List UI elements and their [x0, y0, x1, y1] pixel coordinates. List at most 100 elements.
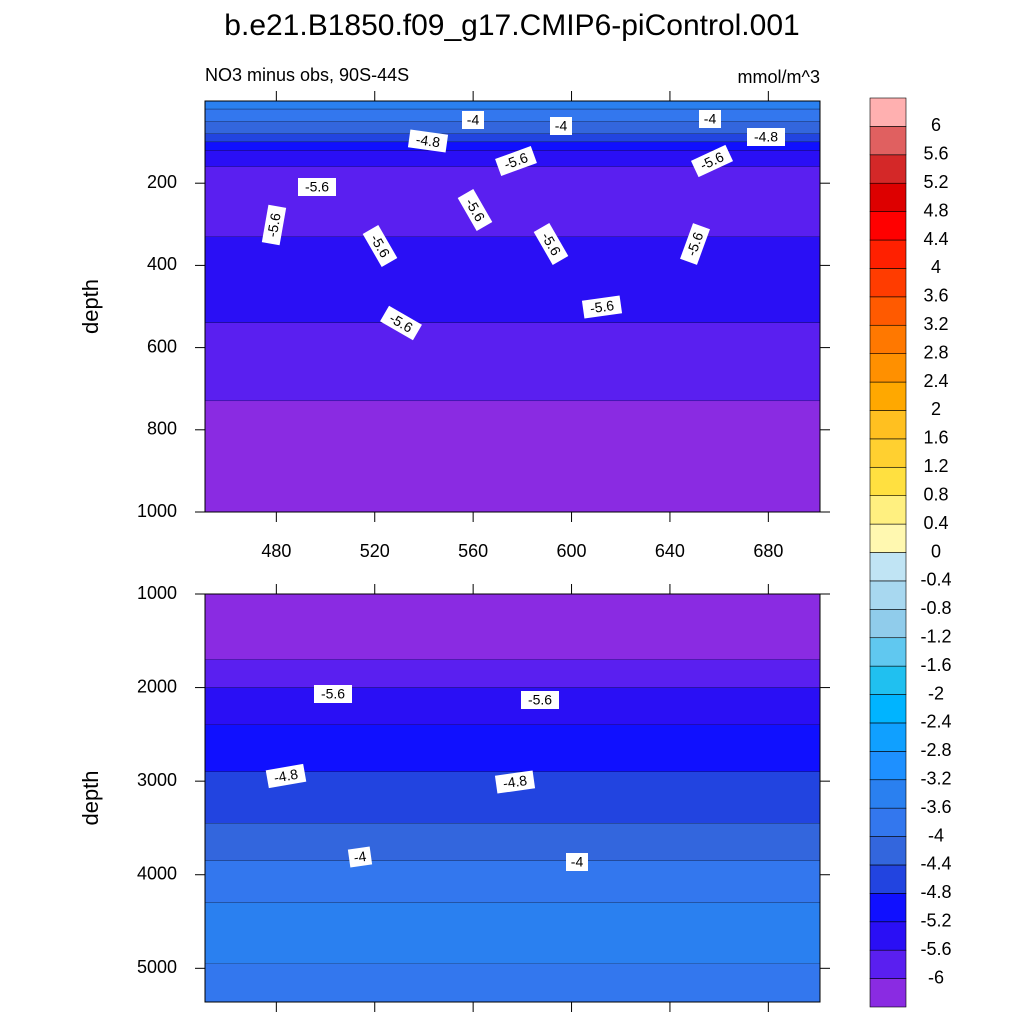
plot-frame: [204, 100, 821, 513]
contour-label: -4.8: [407, 129, 449, 153]
contour-band: [205, 594, 820, 660]
contour-label-bg: [495, 146, 537, 176]
colorbar-box: [869, 523, 907, 553]
contour-label-text: -4.8: [502, 772, 528, 791]
y-tick-label: 4000: [137, 863, 177, 883]
contour-band: [205, 860, 820, 903]
colorbar-box: [869, 154, 907, 184]
y-axis-label: depth: [78, 279, 103, 334]
colorbar-label: -4.4: [920, 854, 951, 874]
contour-band: [205, 109, 820, 122]
colorbar-label: 4: [931, 257, 941, 277]
colorbar-label: 0: [931, 541, 941, 561]
contour-label-text: -4: [555, 118, 568, 134]
contour-band: [205, 963, 820, 1002]
x-tick-label: 640: [655, 541, 685, 561]
contour-label-bg: [462, 111, 484, 129]
colorbar-box: [869, 949, 907, 979]
colorbar-box: [869, 751, 907, 781]
contour-label-text: -4: [467, 112, 480, 128]
colorbar-box: [869, 353, 907, 383]
colorbar-box: [869, 864, 907, 894]
contour-label: -5.6: [680, 223, 710, 265]
contour-label: -4.8: [494, 770, 536, 794]
contour-band: [205, 659, 820, 688]
contour-label-text: -4: [353, 848, 368, 866]
contour-label-bg: [380, 305, 422, 341]
contour-band: [205, 823, 820, 861]
colorbar-label: 3.2: [923, 314, 948, 334]
contour-label: -4: [699, 110, 721, 128]
units-label: mmol/m^3: [738, 67, 820, 87]
contour-label: -5.6: [314, 685, 352, 703]
contour-label-bg: [566, 853, 588, 871]
colorbar-box: [869, 438, 907, 468]
colorbar-label: 2: [931, 399, 941, 419]
colorbar-box: [869, 126, 907, 156]
colorbar-label: 5.6: [923, 144, 948, 164]
colorbar-box: [869, 466, 907, 496]
contour-label: -5.6: [495, 146, 537, 176]
colorbar-label: -1.6: [920, 655, 951, 675]
colorbar-label: -5.2: [920, 911, 951, 931]
contour-label: -4.8: [265, 763, 307, 789]
contour-band: [205, 401, 820, 512]
colorbar-label: 3.6: [923, 286, 948, 306]
colorbar-box: [869, 893, 907, 923]
colorbar-box: [869, 552, 907, 582]
colorbar-label: -2.4: [920, 712, 951, 732]
contour-label-bg: [265, 763, 307, 789]
colorbar-label: -3.6: [920, 797, 951, 817]
y-tick-label: 200: [147, 172, 177, 192]
colorbar-box: [869, 921, 907, 951]
colorbar-box: [869, 410, 907, 440]
colorbar-label: 0.8: [923, 484, 948, 504]
y-tick-label: 400: [147, 254, 177, 274]
contour-label-text: -5.6: [264, 211, 284, 238]
contour-label-bg: [298, 178, 336, 196]
colorbar-label: -0.8: [920, 598, 951, 618]
contour-label: -4: [550, 117, 572, 135]
colorbar-label: -2: [928, 683, 944, 703]
x-tick-label: 680: [753, 541, 783, 561]
y-axis-label: depth: [78, 770, 103, 825]
colorbar-box: [869, 97, 907, 127]
contour-band: [205, 687, 820, 726]
contour-label: -5.6: [298, 178, 336, 196]
contour-label-bg: [521, 691, 559, 709]
colorbar-label: 1.2: [923, 456, 948, 476]
colorbar-label: -6: [928, 967, 944, 987]
contour-label: -4: [566, 853, 588, 871]
colorbar-box: [869, 665, 907, 695]
colorbar-box: [869, 807, 907, 837]
colorbar-box: [869, 324, 907, 354]
contour-label: -4: [462, 111, 484, 129]
y-tick-label: 1000: [137, 583, 177, 603]
contour-band: [205, 902, 820, 964]
contour-label-bg: [680, 223, 710, 265]
contour-label-bg: [314, 685, 352, 703]
contour-band: [205, 142, 820, 151]
colorbar-label: -4: [928, 825, 944, 845]
contour-label-bg: [533, 223, 569, 265]
y-tick-label: 1000: [137, 501, 177, 521]
colorbar-box: [869, 211, 907, 241]
contour-label: -5.6: [581, 295, 623, 319]
colorbar-label: 6: [931, 115, 941, 135]
contour-label-text: -4: [704, 111, 717, 127]
y-tick-label: 800: [147, 419, 177, 439]
contour-label-text: -5.6: [321, 686, 345, 702]
colorbar-box: [869, 637, 907, 667]
contour-label-text: -4.8: [754, 129, 778, 145]
colorbar-label: -3.2: [920, 769, 951, 789]
contour-label-text: -5.6: [528, 692, 552, 708]
contour-label-text: -5.6: [502, 149, 530, 172]
contour-band: [205, 133, 820, 143]
contour-label-text: -5.6: [683, 230, 706, 258]
chart-title: b.e21.B1850.f09_g17.CMIP6-piControl.001: [224, 9, 799, 42]
contour-label-text: -5.6: [305, 179, 329, 195]
contour-label-bg: [347, 846, 373, 868]
colorbar-box: [869, 182, 907, 212]
colorbar-label: 1.6: [923, 428, 948, 448]
y-tick-label: 600: [147, 336, 177, 356]
